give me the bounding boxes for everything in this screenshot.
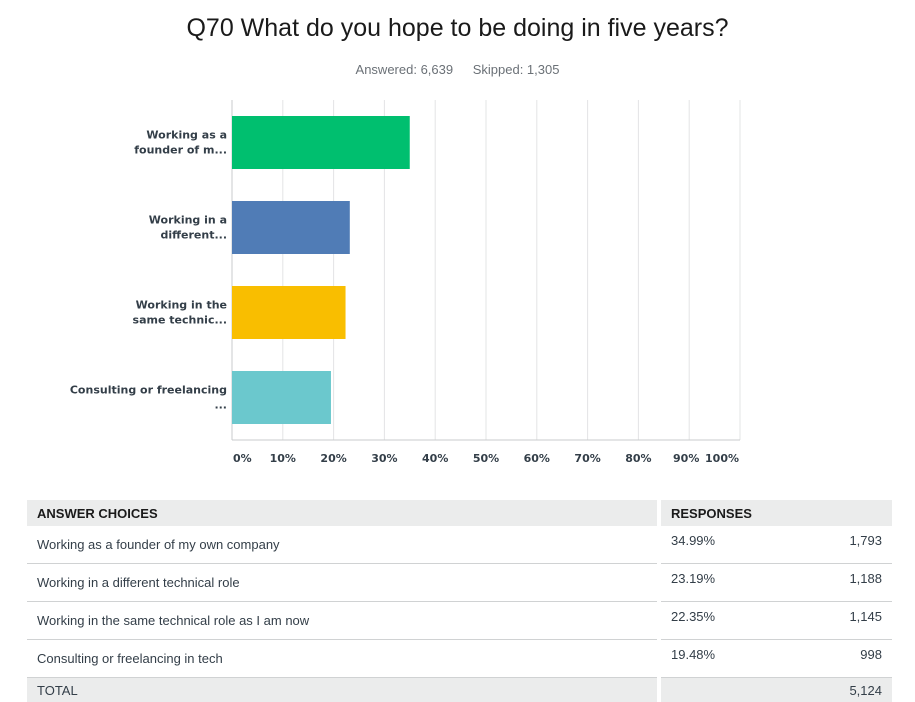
percent-cell: 23.19% bbox=[661, 564, 788, 602]
choice-cell: Working as a founder of my own company bbox=[27, 526, 657, 564]
header-answer-choices: ANSWER CHOICES bbox=[27, 500, 657, 526]
percent-cell: 19.48% bbox=[661, 640, 788, 678]
header-responses: RESPONSES bbox=[661, 500, 892, 526]
bar bbox=[232, 116, 410, 169]
x-tick-label: 100% bbox=[705, 452, 739, 465]
x-tick-label: 30% bbox=[371, 452, 397, 465]
choice-cell: Consulting or freelancing in tech bbox=[27, 640, 657, 678]
total-count: 5,124 bbox=[787, 678, 892, 702]
bar-chart: 0% 10% 20% 30% 40% 50% 60% 70% 80% 90% 100% Working… bbox=[70, 100, 741, 465]
category-label: Working as a founder of m... bbox=[134, 129, 227, 157]
table-header-row: ANSWER CHOICES RESPONSES bbox=[27, 500, 892, 526]
table-row: Working as a founder of my own company 3… bbox=[27, 526, 892, 564]
choice-cell: Working in a different technical role bbox=[27, 564, 657, 602]
x-tick-label: 70% bbox=[574, 452, 600, 465]
percent-cell: 22.35% bbox=[661, 602, 788, 640]
bar bbox=[232, 286, 346, 339]
answered-count: Answered: 6,639 bbox=[355, 62, 454, 77]
total-row: TOTAL 5,124 bbox=[27, 678, 892, 702]
total-label: TOTAL bbox=[27, 678, 657, 702]
bar bbox=[232, 371, 331, 424]
x-tick-label: 50% bbox=[473, 452, 499, 465]
skipped-count: Skipped: 1,305 bbox=[472, 62, 560, 77]
responses-table: ANSWER CHOICES RESPONSES Working as a fo… bbox=[27, 500, 892, 702]
x-tick-label: 60% bbox=[524, 452, 550, 465]
count-cell: 998 bbox=[787, 640, 892, 678]
count-cell: 1,188 bbox=[787, 564, 892, 602]
x-tick-label: 20% bbox=[320, 452, 346, 465]
table-row: Working in the same technical role as I … bbox=[27, 602, 892, 640]
x-tick-label: 90% bbox=[673, 452, 699, 465]
x-tick-label: 0% bbox=[233, 452, 252, 465]
percent-cell: 34.99% bbox=[661, 526, 788, 564]
count-cell: 1,793 bbox=[787, 526, 892, 564]
category-label: Working in the same technic... bbox=[133, 299, 227, 327]
category-label: Consulting or freelancing... bbox=[70, 384, 227, 412]
choice-cell: Working in the same technical role as I … bbox=[27, 602, 657, 640]
bar bbox=[232, 201, 350, 254]
table-row: Working in a different technical role 23… bbox=[27, 564, 892, 602]
x-tick-label: 80% bbox=[625, 452, 651, 465]
x-tick-label: 40% bbox=[422, 452, 448, 465]
x-tick-label: 10% bbox=[270, 452, 296, 465]
table-row: Consulting or freelancing in tech 19.48%… bbox=[27, 640, 892, 678]
count-cell: 1,145 bbox=[787, 602, 892, 640]
response-stats: Answered: 6,639 Skipped: 1,305 bbox=[0, 62, 915, 77]
category-label: Working in a different... bbox=[149, 214, 227, 242]
question-title: Q70 What do you hope to be doing in five… bbox=[186, 14, 729, 42]
